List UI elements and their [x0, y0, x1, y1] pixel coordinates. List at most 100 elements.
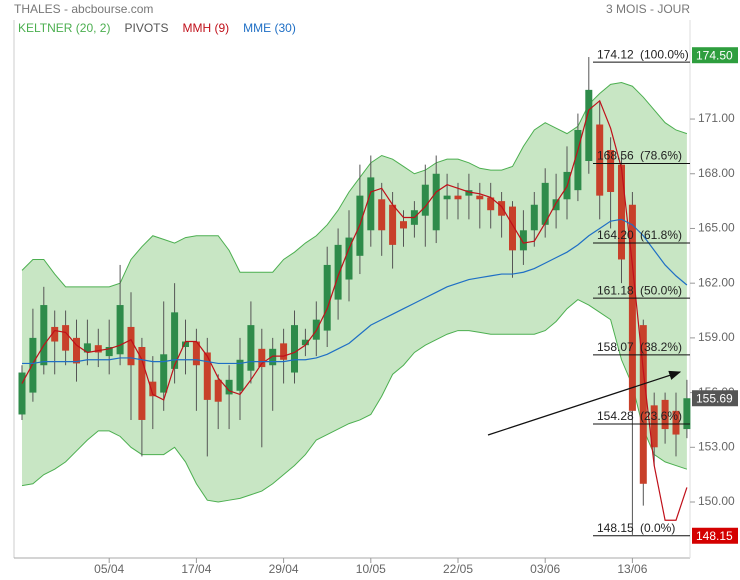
candle-body [574, 129, 582, 191]
candle-body [73, 337, 80, 364]
y-axis: 150.00153.00156.00159.00162.00165.00168.… [94, 47, 738, 576]
chart-title: THALES - abcbourse.com [14, 2, 153, 16]
candle-body [639, 325, 647, 484]
fib-ratio: (0.0%) [640, 521, 675, 535]
candle-body [171, 312, 179, 369]
legend-entry: KELTNER (20, 2) [18, 21, 110, 35]
candle-body [192, 341, 200, 366]
keltner-band [21, 82, 688, 503]
candle-body [94, 345, 102, 353]
candle-body [683, 398, 691, 430]
fib-price: 154.28 [597, 409, 634, 423]
candle-body [628, 204, 636, 411]
candle-body [105, 347, 113, 357]
candle-body [301, 339, 309, 346]
candle-body [498, 201, 506, 216]
candle-body [225, 379, 233, 395]
candle-body [541, 182, 549, 225]
candle-body [421, 184, 429, 216]
x-tick-label: 13/06 [617, 562, 647, 576]
candle-body [585, 89, 593, 161]
price-box-label: 155.69 [696, 391, 733, 405]
fib-ratio: (23.6%) [640, 409, 682, 423]
candle-body [258, 348, 266, 368]
y-tick-label: 171.00 [698, 111, 735, 125]
y-tick-label: 168.00 [698, 166, 735, 180]
x-tick-label: 17/04 [181, 562, 211, 576]
candle-body [400, 221, 407, 229]
price-box [692, 527, 738, 544]
fib-ratio: (78.6%) [640, 149, 682, 163]
legend: KELTNER (20, 2) PIVOTS MMH (9) MME (30) [18, 21, 296, 35]
candle-body [519, 230, 527, 251]
candle-body [432, 173, 440, 231]
candle-body [596, 124, 604, 196]
candle-body [552, 199, 560, 211]
keltner-lower [21, 298, 688, 503]
y-tick-label: 153.00 [698, 439, 735, 453]
trend-arrow [487, 370, 682, 436]
fib-price: 158.07 [597, 340, 634, 354]
indicator-line [22, 218, 688, 365]
fib-ratio: (50.0%) [640, 283, 682, 297]
candle-body [83, 343, 91, 353]
candle-body [389, 204, 397, 245]
candle-body [40, 305, 48, 366]
price-box [692, 47, 738, 64]
candle-body [661, 399, 669, 430]
candle-body [269, 348, 277, 366]
price-box-label: 174.50 [696, 48, 733, 62]
candle-body [116, 305, 124, 355]
candle-body [160, 354, 168, 393]
fib-ratio: (100.0%) [640, 47, 689, 61]
fib-price: 168.56 [597, 149, 634, 163]
candle-body [618, 164, 625, 260]
candle-body [607, 150, 615, 192]
candle-body [236, 359, 244, 391]
fib-price: 161.18 [597, 283, 634, 297]
candle-body [51, 326, 59, 342]
x-tick-label: 05/04 [94, 562, 124, 576]
candle-body [367, 177, 375, 231]
fib-price: 174.12 [597, 47, 634, 61]
fibonacci: 174.12 (100.0%) 168.56 (78.6%) 164.20 (61.8%)… [593, 47, 690, 537]
price-box [692, 390, 738, 407]
lines [21, 99, 688, 521]
candle-body [203, 352, 211, 400]
candle-body [650, 405, 658, 448]
fib-price: 164.20 [597, 228, 634, 242]
y-tick-label: 159.00 [698, 330, 735, 344]
keltner-area [22, 82, 687, 503]
fib-ratio: (38.2%) [640, 340, 682, 354]
keltner-upper [21, 82, 688, 288]
candle-body [465, 190, 473, 196]
legend-entry: PIVOTS [124, 21, 168, 35]
legend-entry: MMH (9) [183, 21, 230, 35]
candle-body [672, 410, 680, 435]
candle-body [334, 244, 342, 300]
candle-body [487, 197, 495, 211]
candle-body [214, 379, 222, 402]
candle-body [149, 381, 157, 397]
candle-body [509, 206, 516, 251]
candle-body [29, 337, 37, 393]
candle-body [138, 347, 146, 420]
candle-body [345, 237, 353, 280]
candle-body [62, 325, 70, 351]
y-tick-label: 165.00 [698, 221, 735, 235]
legend-entry: MME (30) [243, 21, 296, 35]
x-tick-label: 29/04 [269, 562, 299, 576]
candle-body [323, 264, 331, 331]
price-box-label: 148.15 [696, 529, 733, 543]
indicator-line [21, 99, 688, 521]
candle-body [454, 195, 462, 200]
candle-body [378, 199, 386, 231]
x-tick-label: 10/05 [356, 562, 386, 576]
candle-body [127, 326, 135, 366]
x-tick-label: 22/05 [443, 562, 473, 576]
candle-body [443, 195, 451, 200]
candle-body [291, 325, 298, 373]
x-tick-label: 03/06 [530, 562, 560, 576]
candle-body [280, 343, 288, 360]
